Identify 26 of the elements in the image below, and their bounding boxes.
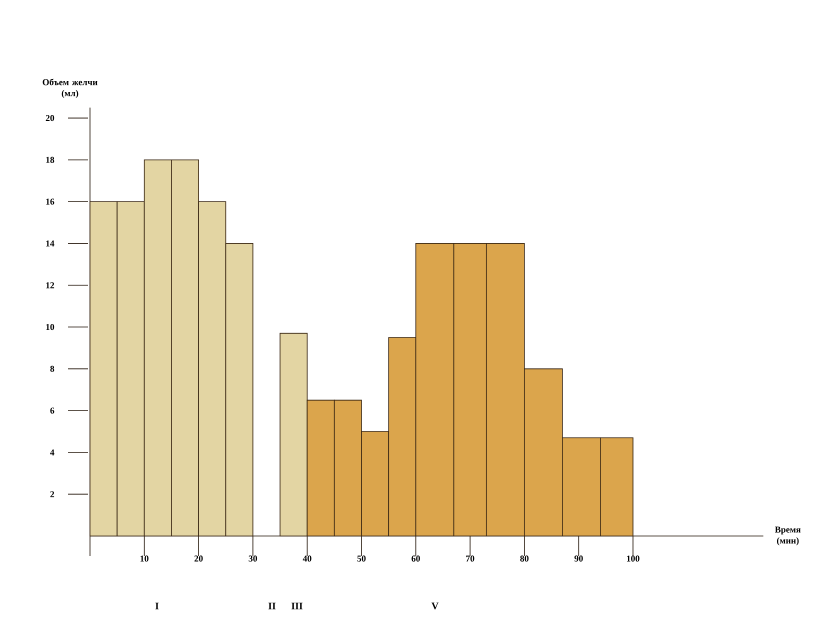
text: I (155, 602, 159, 610)
x-tick-label: 20 (194, 556, 203, 562)
x-tick-label: 60 (412, 556, 420, 562)
text: III (292, 602, 303, 610)
y-tick-label: 12 (46, 282, 54, 288)
x-tick-label: 70 (466, 556, 474, 562)
y-tick-label: 8 (50, 366, 54, 372)
text: II (268, 602, 276, 610)
x-tick-label: 30 (248, 556, 258, 562)
x-tick-label: 90 (574, 556, 583, 562)
y-axis-title: Объем желчи (мл) (42, 78, 98, 98)
y-tick-label: 10 (46, 324, 54, 330)
x-tick-label: 40 (302, 556, 312, 562)
x-axis-title: Время (мин) (775, 526, 801, 546)
y-tick-label: 18 (46, 156, 54, 163)
x-tick-label: 50 (357, 556, 366, 562)
x-tick-label: 100 (626, 556, 640, 562)
text: V (432, 602, 439, 610)
y-tick-label: 14 (46, 240, 54, 246)
x-tick-label: 80 (520, 556, 529, 562)
y-tick-label: 20 (46, 115, 54, 122)
y-tick-label: 2 (50, 491, 54, 498)
y-tick-label: 16 (46, 198, 54, 205)
x-tick-label: 10 (140, 556, 148, 562)
y-tick-label: 6 (50, 408, 54, 414)
y-tick-label: 4 (50, 449, 54, 456)
